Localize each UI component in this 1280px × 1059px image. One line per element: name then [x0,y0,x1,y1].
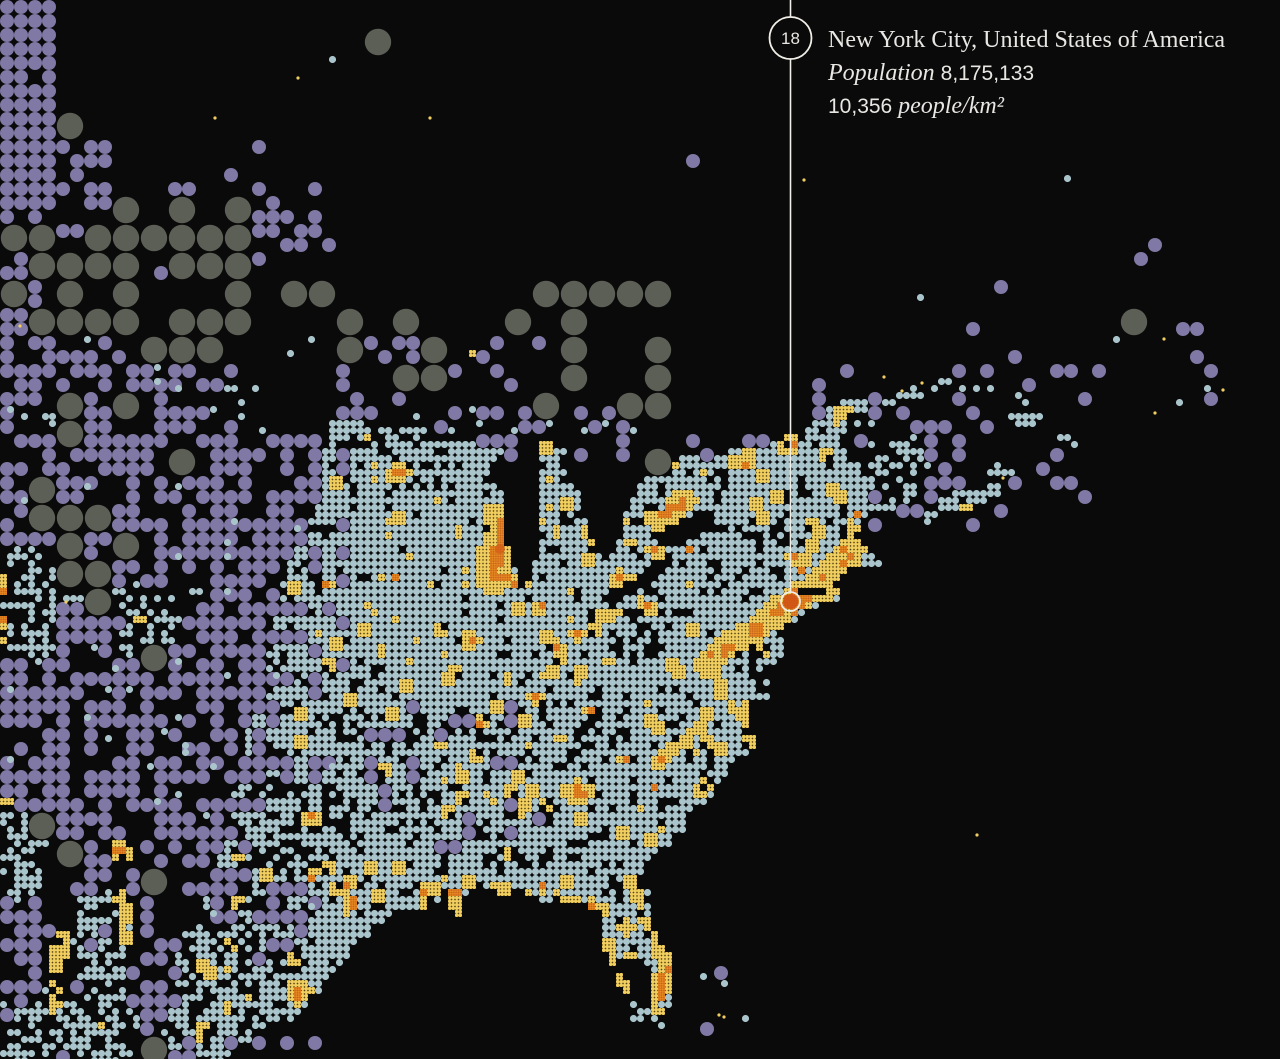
svg-text:Population 8,175,133: Population 8,175,133 [827,60,1034,86]
svg-text:18: 18 [781,29,800,48]
svg-text:10,356 people/km²: 10,356 people/km² [828,93,1005,119]
svg-text:New York City, United States o: New York City, United States of America [828,27,1225,53]
